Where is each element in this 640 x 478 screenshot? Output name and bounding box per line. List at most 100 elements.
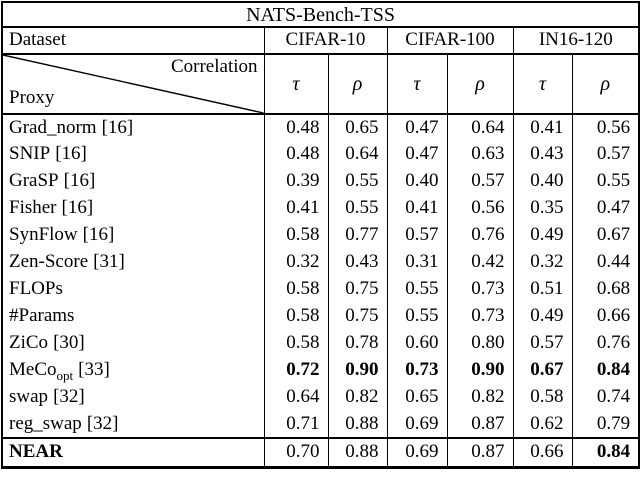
- proxy-label: FLOPs: [9, 278, 63, 300]
- table-row: reg_swap [32] 0.71 0.88 0.69 0.87 0.62 0.…: [2, 411, 640, 438]
- value-cell-tau-cifar100: 0.73: [386, 357, 447, 384]
- proxy-cell: #Params: [2, 303, 264, 330]
- table-row: SynFlow [16] 0.58 0.77 0.57 0.76 0.49 0.6…: [2, 222, 640, 249]
- value-cell-tau-cifar100: 0.65: [386, 384, 447, 411]
- value-cell-tau-cifar100: 0.69: [386, 437, 447, 467]
- proxy-label: SNIP: [9, 143, 51, 165]
- proxy-label: #Params: [9, 305, 75, 327]
- value-cell-tau-in16-120: 0.41: [512, 114, 572, 141]
- table-row: GraSP [16] 0.39 0.55 0.40 0.57 0.40 0.55: [2, 168, 640, 195]
- value-cell-tau-cifar10: 0.72: [263, 357, 328, 384]
- value-cell-tau-in16-120: 0.49: [512, 222, 572, 249]
- table-title: NATS-Bench-TSS: [2, 2, 640, 28]
- proxy-label: SynFlow: [9, 224, 78, 246]
- value-cell-rho-in16-120: 0.74: [571, 384, 640, 411]
- value-cell-rho-cifar10: 0.75: [327, 276, 387, 303]
- table-row: ZiCo [30] 0.58 0.78 0.60 0.80 0.57 0.76: [2, 330, 640, 357]
- value-cell-rho-in16-120: 0.66: [571, 303, 640, 330]
- value-cell-rho-cifar100: 0.42: [446, 249, 513, 276]
- value-cell-tau-in16-120: 0.62: [512, 411, 572, 438]
- proxy-cell: Fisher [16]: [2, 195, 264, 222]
- title-row: NATS-Bench-TSS: [2, 2, 640, 28]
- value-cell-rho-cifar100: 0.56: [446, 195, 513, 222]
- value-cell-tau-cifar10: 0.48: [263, 141, 328, 168]
- value-cell-tau-cifar100: 0.55: [386, 276, 447, 303]
- value-cell-rho-in16-120: 0.84: [571, 357, 640, 384]
- metric-row: Correlation Proxy τ ρ τ ρ τ ρ: [2, 54, 640, 115]
- value-cell-tau-cifar10: 0.58: [263, 276, 328, 303]
- proxy-label: ZiCo: [9, 332, 49, 354]
- value-cell-tau-in16-120: 0.66: [512, 437, 572, 467]
- table-row: NEAR 0.70 0.88 0.69 0.87 0.66 0.84: [2, 437, 640, 467]
- proxy-label: Fisher: [9, 197, 57, 219]
- value-cell-tau-cifar10: 0.71: [263, 411, 328, 438]
- value-cell-tau-cifar100: 0.57: [386, 222, 447, 249]
- metric-rho-cifar10: ρ: [327, 54, 387, 115]
- value-cell-rho-cifar100: 0.87: [446, 437, 513, 467]
- value-cell-rho-cifar100: 0.80: [446, 330, 513, 357]
- value-cell-tau-cifar10: 0.58: [263, 222, 328, 249]
- correlation-header-label: Correlation: [170, 56, 258, 77]
- value-cell-tau-cifar100: 0.55: [386, 303, 447, 330]
- value-cell-tau-in16-120: 0.43: [512, 141, 572, 168]
- value-cell-rho-cifar10: 0.78: [327, 330, 387, 357]
- value-cell-tau-cifar10: 0.58: [263, 330, 328, 357]
- citation-ref: [31]: [93, 251, 125, 273]
- value-cell-rho-cifar100: 0.87: [446, 411, 513, 438]
- value-cell-tau-cifar10: 0.32: [263, 249, 328, 276]
- citation-ref: [33]: [78, 359, 110, 381]
- value-cell-tau-in16-120: 0.67: [512, 357, 572, 384]
- value-cell-rho-cifar10: 0.64: [327, 141, 387, 168]
- value-cell-tau-cifar10: 0.58: [263, 303, 328, 330]
- value-cell-rho-cifar10: 0.77: [327, 222, 387, 249]
- value-cell-rho-cifar100: 0.73: [446, 276, 513, 303]
- dataset-cifar100: CIFAR-100: [386, 27, 513, 55]
- dataset-header-label: Dataset: [2, 27, 264, 55]
- value-cell-rho-in16-120: 0.68: [571, 276, 640, 303]
- table-row: swap [32] 0.64 0.82 0.65 0.82 0.58 0.74: [2, 384, 640, 411]
- citation-ref: [16]: [101, 116, 134, 138]
- value-cell-rho-cifar10: 0.88: [327, 411, 387, 438]
- proxy-cell: Zen-Score [31]: [2, 249, 264, 276]
- value-cell-rho-in16-120: 0.76: [571, 330, 640, 357]
- nats-bench-tss-table: NATS-Bench-TSS Dataset CIFAR-10 CIFAR-10…: [1, 1, 640, 469]
- value-cell-tau-in16-120: 0.51: [512, 276, 572, 303]
- proxy-label: Zen-Score: [9, 251, 89, 273]
- value-cell-rho-in16-120: 0.57: [571, 141, 640, 168]
- value-cell-tau-cifar100: 0.47: [386, 141, 447, 168]
- proxy-cell: Grad_norm [16]: [2, 114, 264, 141]
- value-cell-tau-in16-120: 0.32: [512, 249, 572, 276]
- value-cell-tau-cifar100: 0.40: [386, 168, 447, 195]
- citation-ref: [16]: [61, 197, 94, 219]
- proxy-header-label: Proxy: [9, 87, 55, 109]
- citation-ref: [32]: [53, 386, 85, 408]
- proxy-subscript: opt: [56, 367, 74, 383]
- value-cell-rho-cifar10: 0.43: [327, 249, 387, 276]
- value-cell-rho-cifar100: 0.64: [446, 114, 513, 141]
- table-body: Grad_norm [16] 0.48 0.65 0.47 0.64 0.41 0…: [2, 114, 640, 467]
- table-row: SNIP [16] 0.48 0.64 0.47 0.63 0.43 0.57: [2, 141, 640, 168]
- value-cell-rho-cifar10: 0.82: [327, 384, 387, 411]
- value-cell-rho-in16-120: 0.67: [571, 222, 640, 249]
- value-cell-tau-in16-120: 0.57: [512, 330, 572, 357]
- value-cell-tau-cifar10: 0.64: [263, 384, 328, 411]
- table-row: Grad_norm [16] 0.48 0.65 0.47 0.64 0.41 0…: [2, 114, 640, 141]
- table-row: MeCoopt [33] 0.72 0.90 0.73 0.90 0.67 0.8…: [2, 357, 640, 384]
- metric-tau-cifar10: τ: [263, 54, 328, 115]
- value-cell-rho-cifar10: 0.55: [327, 168, 387, 195]
- value-cell-rho-cifar10: 0.88: [327, 437, 387, 467]
- proxy-cell: ZiCo [30]: [2, 330, 264, 357]
- metric-tau-in16-120: τ: [512, 54, 572, 115]
- value-cell-rho-in16-120: 0.47: [571, 195, 640, 222]
- value-cell-tau-cifar10: 0.39: [263, 168, 328, 195]
- proxy-cell: swap [32]: [2, 384, 264, 411]
- citation-ref: [16]: [55, 143, 87, 165]
- table-row: FLOPs 0.58 0.75 0.55 0.73 0.51 0.68: [2, 276, 640, 303]
- proxy-cell: SNIP [16]: [2, 141, 264, 168]
- metric-rho-in16-120: ρ: [571, 54, 640, 115]
- corner-wrap: Correlation Proxy: [3, 55, 264, 112]
- dataset-cifar10: CIFAR-10: [263, 27, 387, 55]
- value-cell-tau-cifar100: 0.41: [386, 195, 447, 222]
- table-row: Zen-Score [31] 0.32 0.43 0.31 0.42 0.32 0…: [2, 249, 640, 276]
- proxy-label: Grad_norm: [9, 116, 97, 138]
